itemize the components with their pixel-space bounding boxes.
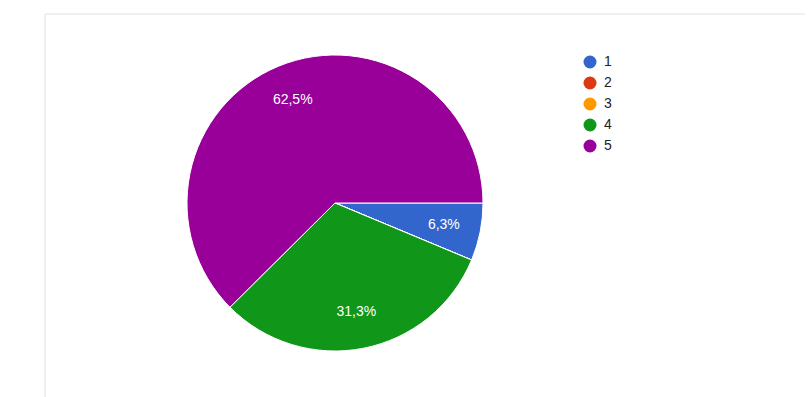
legend-item: 5 — [584, 137, 613, 153]
data-label: 62,5% — [273, 91, 313, 107]
legend-swatch — [584, 119, 597, 132]
legend-item: 4 — [584, 116, 613, 132]
chart: 6,3% 31,3% 62,5% 1 2 3 4 5 — [0, 0, 810, 397]
legend-swatch — [584, 98, 597, 111]
legend-label: 5 — [604, 137, 612, 153]
legend-item: 1 — [584, 53, 613, 69]
legend-swatch — [584, 77, 597, 90]
legend: 1 2 3 4 5 — [584, 53, 613, 153]
legend-label: 2 — [604, 74, 612, 90]
data-label: 6,3% — [428, 216, 460, 232]
legend-swatch — [584, 140, 597, 153]
legend-label: 1 — [604, 53, 612, 69]
legend-label: 4 — [604, 116, 612, 132]
legend-item: 3 — [584, 95, 613, 111]
legend-item: 2 — [584, 74, 613, 90]
legend-swatch — [584, 56, 597, 69]
data-label: 31,3% — [336, 303, 376, 319]
legend-label: 3 — [604, 95, 612, 111]
pie: 6,3% 31,3% 62,5% — [187, 55, 483, 351]
card-frame — [45, 14, 805, 397]
pie-slice — [187, 55, 483, 307]
